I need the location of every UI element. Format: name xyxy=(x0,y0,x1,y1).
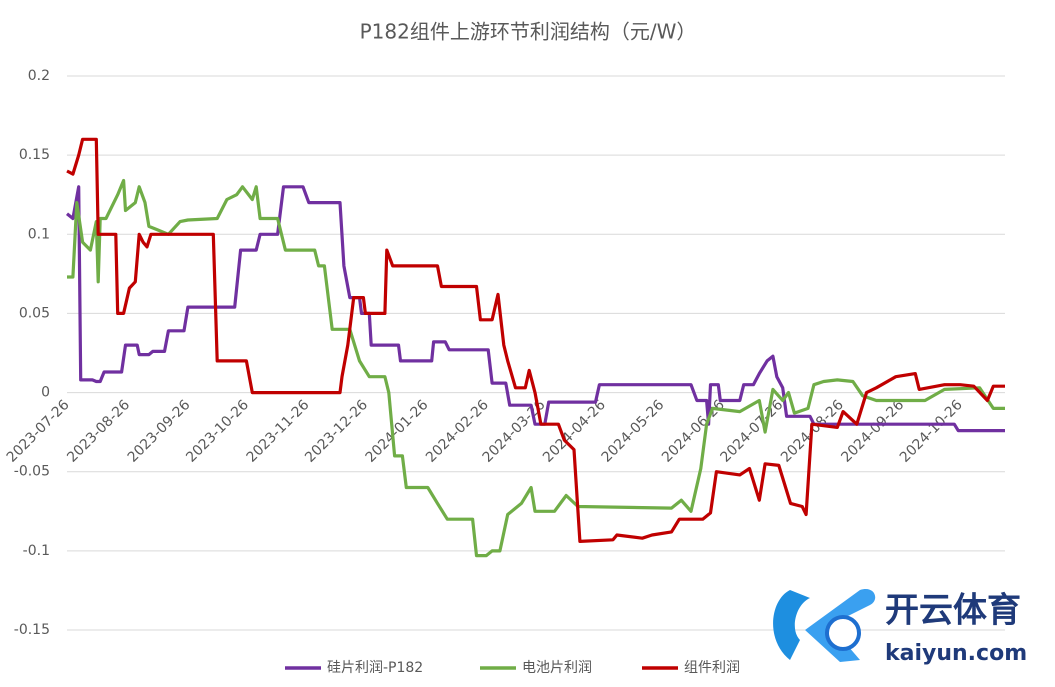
legend-item: 组件利润 xyxy=(642,660,740,676)
series-line xyxy=(67,178,1005,558)
chart-title: P182组件上游环节利润结构（元/W） xyxy=(360,20,697,44)
y-tick-label: -0.1 xyxy=(23,543,50,559)
legend-label: 组件利润 xyxy=(684,660,740,676)
legend-label: 电池片利润 xyxy=(522,660,592,676)
x-tick-label: 2023-07-26 xyxy=(4,397,73,466)
x-tick-label: 2024-10-26 xyxy=(897,397,966,466)
series-line xyxy=(65,185,1005,433)
series-line xyxy=(66,137,1005,543)
watermark-site: kaiyun.com xyxy=(885,641,1027,666)
y-tick-label: 0.15 xyxy=(19,147,50,163)
logo-shape xyxy=(773,590,810,660)
y-tick-label: 0.1 xyxy=(28,226,50,242)
legend-item: 电池片利润 xyxy=(480,660,592,676)
x-tick-label: 2023-12-26 xyxy=(302,397,371,466)
watermark: 开云体育 kaiyun.com xyxy=(773,588,1027,666)
y-tick-label: 0.05 xyxy=(19,305,50,321)
x-tick-label: 2024-05-26 xyxy=(599,397,668,466)
y-tick-label: 0 xyxy=(41,385,50,401)
legend-label: 硅片利润-P182 xyxy=(327,660,423,676)
y-tick-label: -0.05 xyxy=(14,464,50,480)
y-tick-label: 0.2 xyxy=(28,68,50,84)
legend-item: 硅片利润-P182 xyxy=(285,660,423,676)
logo-ball xyxy=(825,615,861,651)
x-tick-label: 2023-08-26 xyxy=(64,397,133,466)
logo-shape xyxy=(805,588,876,662)
x-tick-label: 2023-10-26 xyxy=(183,397,252,466)
y-tick-label: -0.15 xyxy=(14,622,50,638)
watermark-brand: 开云体育 xyxy=(885,591,1021,631)
x-tick-label: 2024-07-26 xyxy=(718,397,787,466)
